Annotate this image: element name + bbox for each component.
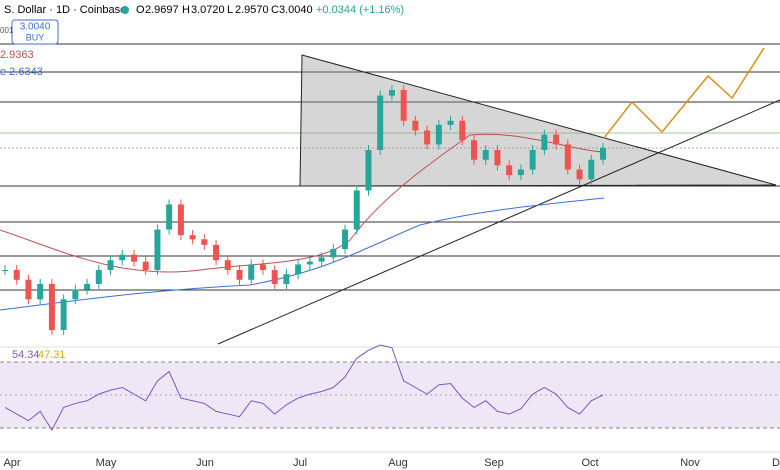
candle bbox=[447, 120, 454, 125]
o-label: O bbox=[136, 4, 145, 16]
candle bbox=[154, 229, 161, 270]
x-tick-label: Nov bbox=[680, 457, 700, 469]
candle bbox=[2, 270, 8, 271]
candle bbox=[600, 148, 606, 160]
candle bbox=[84, 283, 91, 290]
candle bbox=[517, 169, 524, 176]
candle bbox=[424, 130, 431, 145]
candle bbox=[201, 239, 208, 245]
l-value: 2.9570 bbox=[235, 4, 269, 16]
c-label: C bbox=[271, 4, 279, 16]
candle bbox=[506, 165, 513, 176]
candle bbox=[37, 283, 44, 300]
candle bbox=[541, 134, 548, 150]
x-tick-label: Sep bbox=[484, 457, 504, 469]
x-tick-label: Jul bbox=[293, 457, 307, 469]
candle bbox=[13, 270, 20, 280]
candle bbox=[48, 283, 55, 330]
x-tick-label: May bbox=[96, 457, 117, 469]
cut-label: 001 bbox=[0, 26, 14, 35]
candle bbox=[365, 150, 372, 191]
o-value: 2.9697 bbox=[145, 4, 179, 16]
x-tick-label: Apr bbox=[3, 457, 20, 469]
candle bbox=[271, 270, 278, 284]
rsi-value: 54.34 bbox=[12, 349, 40, 361]
candle bbox=[177, 204, 184, 236]
symbol: S. Dollar · 1D · Coinbase bbox=[4, 4, 126, 16]
candle bbox=[330, 249, 337, 258]
candle bbox=[482, 150, 489, 160]
trendline bbox=[217, 99, 780, 345]
x-tick-label: Aug bbox=[388, 457, 408, 469]
l-label: L bbox=[227, 4, 233, 16]
candle bbox=[213, 244, 220, 261]
x-tick-label: D bbox=[772, 457, 780, 469]
x-tick-label: Oct bbox=[581, 457, 598, 469]
h-value: 3.0720 bbox=[191, 4, 225, 16]
rsi-ma-value: 47.31 bbox=[38, 349, 66, 361]
candle bbox=[400, 90, 407, 121]
candle bbox=[459, 120, 466, 141]
candle bbox=[377, 95, 384, 150]
candle bbox=[119, 254, 126, 261]
candle bbox=[576, 169, 583, 180]
candle bbox=[342, 229, 349, 250]
projection bbox=[603, 47, 765, 139]
change: +0.0344 (+1.16%) bbox=[316, 4, 404, 16]
candle bbox=[25, 279, 32, 300]
candle bbox=[553, 134, 560, 145]
candle bbox=[318, 257, 325, 262]
candle bbox=[107, 260, 114, 270]
candle bbox=[166, 204, 173, 230]
ma1-label: 2.9363 bbox=[0, 49, 34, 61]
candle bbox=[295, 264, 302, 275]
candle bbox=[72, 289, 79, 300]
candle bbox=[95, 270, 102, 284]
candle bbox=[224, 260, 231, 270]
candle bbox=[60, 299, 67, 330]
status-dot bbox=[121, 6, 129, 14]
buy-label: BUY bbox=[26, 32, 45, 42]
candle bbox=[353, 190, 360, 230]
candle bbox=[248, 264, 255, 280]
candle bbox=[471, 140, 478, 160]
candle bbox=[564, 144, 571, 170]
candle bbox=[189, 235, 196, 240]
candle bbox=[142, 261, 149, 270]
candle bbox=[236, 270, 243, 280]
buy-button[interactable] bbox=[11, 19, 59, 45]
candle bbox=[435, 124, 442, 145]
candle bbox=[494, 150, 501, 166]
candle bbox=[306, 261, 313, 265]
candle bbox=[283, 274, 290, 284]
x-tick-label: Jun bbox=[196, 457, 214, 469]
candle bbox=[388, 90, 395, 96]
h-label: H bbox=[182, 4, 190, 16]
candle bbox=[529, 150, 536, 170]
c-value: 3.0040 bbox=[279, 4, 313, 16]
candle bbox=[259, 264, 266, 270]
rsi-line bbox=[4, 344, 604, 432]
candle bbox=[130, 254, 137, 262]
ma-blue bbox=[0, 197, 605, 311]
buy-price: 3.0040 bbox=[20, 22, 51, 33]
candle bbox=[412, 120, 419, 131]
candle bbox=[588, 159, 595, 180]
ma2-label: e 2.6343 bbox=[0, 66, 43, 78]
